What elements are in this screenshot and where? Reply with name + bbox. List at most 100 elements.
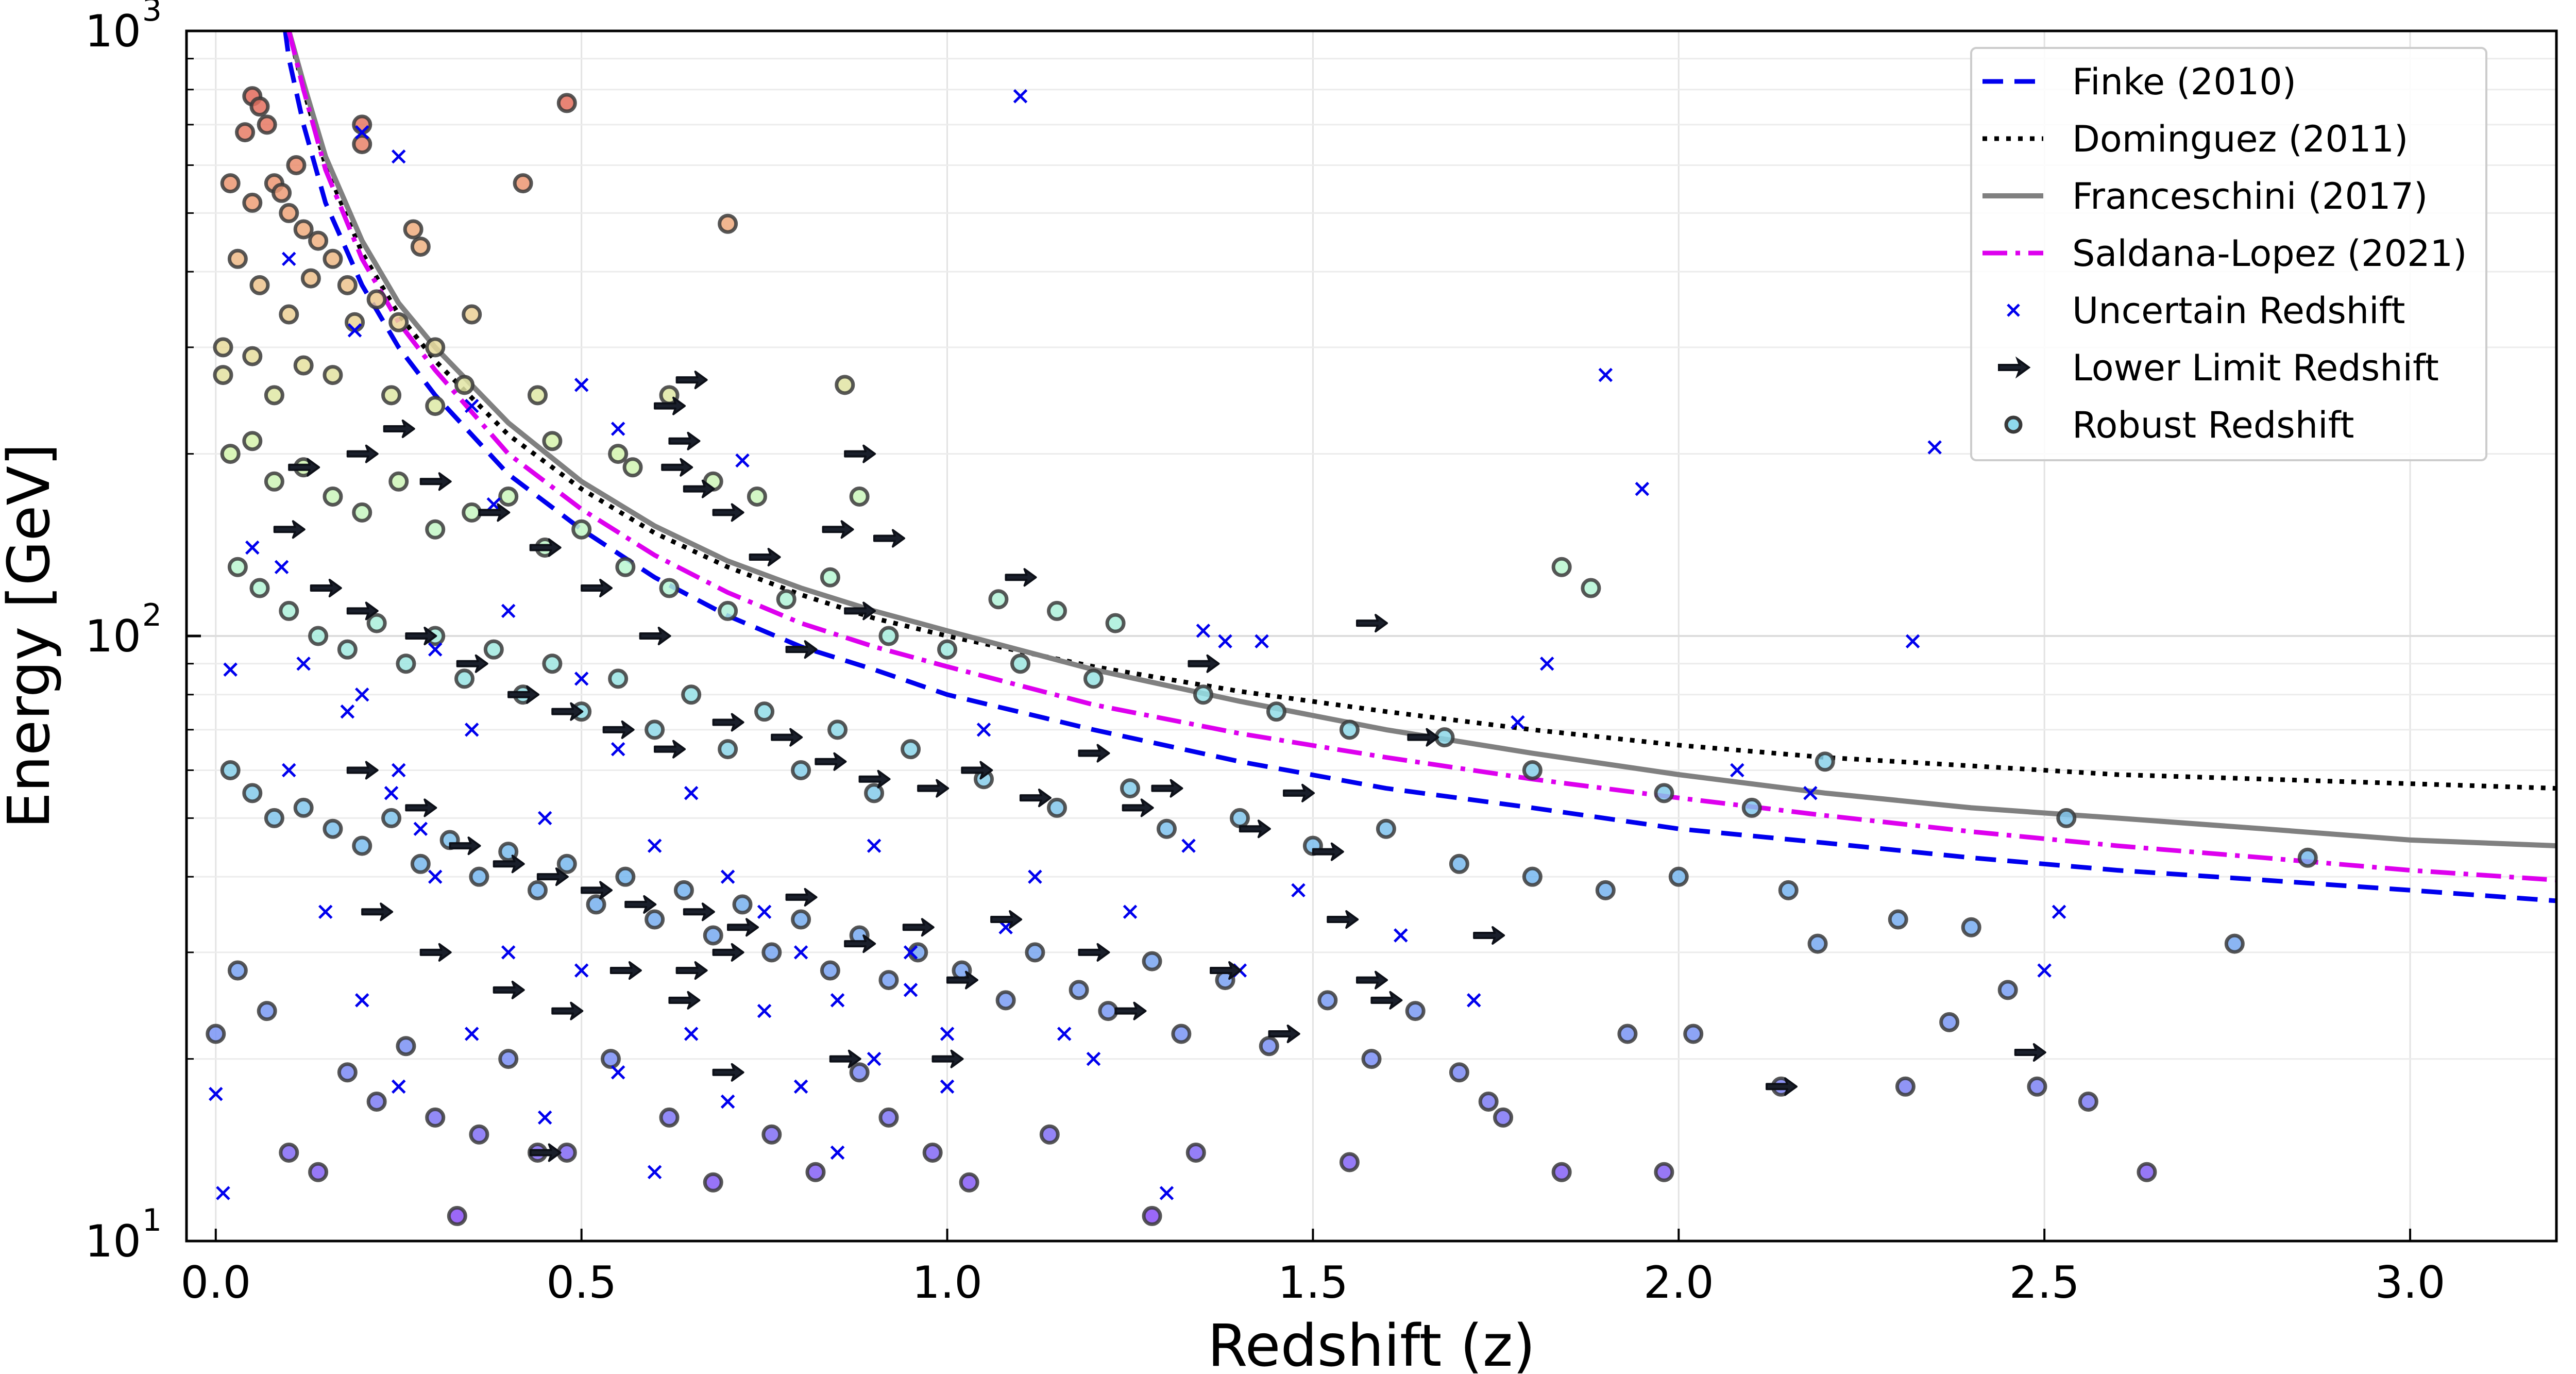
robust-redshift-point — [2078, 1091, 2098, 1112]
robust-redshift-point — [718, 739, 738, 760]
robust-redshift-point — [352, 835, 372, 856]
y-tick-exponent: 1 — [142, 1202, 162, 1238]
y-tick-exponent: 3 — [142, 0, 162, 28]
uncertain-redshift-point — [1927, 440, 1942, 455]
lower-limit-redshift-arrow — [1078, 744, 1110, 763]
uncertain-redshift-point — [1730, 763, 1744, 778]
robust-redshift-point — [1778, 880, 1799, 900]
lower-limit-redshift-arrow — [844, 444, 876, 463]
robust-redshift-point — [1551, 557, 1572, 577]
robust-redshift-point — [220, 760, 241, 780]
robust-redshift-point — [922, 1142, 943, 1163]
lower-limit-redshift-arrow — [771, 728, 803, 747]
robust-redshift-point — [425, 396, 446, 416]
uncertain-redshift-point — [216, 1186, 230, 1200]
lower-limit-redshift-arrow — [1268, 1025, 1300, 1043]
lower-limit-redshift-arrow — [536, 867, 569, 886]
robust-redshift-point — [388, 471, 409, 492]
robust-redshift-point — [1361, 1049, 1382, 1069]
robust-redshift-point — [227, 557, 248, 577]
robust-redshift-point — [337, 1062, 358, 1083]
x-marker-icon — [2007, 304, 2020, 317]
lower-limit-redshift-arrow — [288, 458, 320, 477]
robust-redshift-point — [308, 626, 329, 646]
x-axis-label: Redshift (z) — [1208, 1313, 1535, 1374]
uncertain-redshift-point — [720, 869, 735, 884]
robust-redshift-point — [1010, 654, 1031, 674]
robust-redshift-point — [462, 502, 482, 523]
robust-redshift-point — [242, 431, 263, 451]
robust-redshift-point — [366, 1091, 387, 1112]
uncertain-redshift-point — [464, 1027, 479, 1041]
uncertain-redshift-point — [245, 540, 260, 555]
lower-limit-redshift-arrow — [946, 970, 978, 990]
robust-redshift-point — [264, 471, 284, 492]
robust-redshift-point — [279, 1142, 299, 1163]
robust-redshift-point — [1376, 818, 1396, 839]
lower-limit-redshift-arrow — [1122, 798, 1154, 817]
uncertain-redshift-point — [2052, 904, 2066, 919]
robust-redshift-point — [820, 960, 840, 981]
robust-redshift-point — [1083, 668, 1104, 689]
x-tick-label: 2.5 — [2009, 1257, 2080, 1309]
robust-redshift-point — [1120, 778, 1140, 799]
robust-redshift-point — [227, 960, 248, 981]
uncertain-redshift-point — [574, 378, 589, 392]
robust-redshift-point — [396, 1036, 416, 1057]
uncertain-redshift-point — [1028, 869, 1042, 884]
robust-redshift-point — [1047, 600, 1067, 621]
robust-redshift-point — [995, 990, 1016, 1011]
robust-redshift-point — [366, 289, 387, 310]
lower-limit-redshift-arrow — [551, 1001, 584, 1020]
legend-label: Robust Redshift — [2072, 404, 2354, 446]
robust-redshift-point — [396, 654, 416, 674]
robust-redshift-point — [1339, 1152, 1360, 1172]
legend-label: Dominguez (2011) — [2072, 118, 2408, 160]
robust-redshift-point — [849, 1062, 870, 1083]
lower-limit-redshift-arrow — [917, 779, 950, 798]
robust-redshift-point — [2027, 1076, 2047, 1097]
uncertain-redshift-point — [281, 763, 296, 778]
robust-redshift-point — [483, 639, 504, 660]
legend-label: Finke (2010) — [2072, 61, 2296, 103]
lower-limit-redshift-arrow — [683, 902, 715, 921]
lower-limit-redshift-arrow — [493, 854, 525, 874]
lower-limit-redshift-arrow — [1188, 654, 1220, 673]
robust-redshift-point — [1807, 933, 1828, 954]
robust-redshift-point — [293, 219, 314, 240]
lower-limit-redshift-arrow — [581, 579, 613, 598]
uncertain-redshift-point — [903, 945, 918, 960]
lower-limit-redshift-arrow — [1370, 991, 1403, 1010]
robust-redshift-point — [1595, 880, 1616, 900]
lower-limit-redshift-arrow — [785, 887, 818, 907]
lower-limit-redshift-arrow — [507, 685, 540, 704]
legend-label: Lower Limit Redshift — [2072, 347, 2439, 389]
lower-limit-redshift-arrow — [1078, 943, 1110, 962]
lower-limit-redshift-arrow — [683, 479, 715, 498]
robust-redshift-point — [469, 866, 489, 887]
robust-redshift-point — [761, 1124, 782, 1145]
lower-limit-redshift-arrow — [1312, 842, 1344, 861]
robust-redshift-point — [864, 783, 885, 803]
lower-limit-redshift-arrow — [1019, 789, 1052, 808]
robust-redshift-point — [1815, 751, 1835, 772]
robust-redshift-point — [1668, 866, 1689, 887]
y-tick-base: 10 — [85, 611, 141, 662]
uncertain-redshift-point — [1159, 1186, 1174, 1200]
robust-redshift-point — [345, 312, 365, 332]
uncertain-redshift-point — [318, 904, 333, 919]
lower-limit-redshift-arrow — [675, 961, 708, 980]
uncertain-redshift-point — [296, 656, 311, 671]
robust-redshift-point — [571, 519, 592, 540]
uncertain-redshift-point — [793, 1079, 808, 1094]
robust-redshift-point — [293, 797, 314, 818]
robust-redshift-point — [220, 173, 241, 194]
robust-redshift-point — [206, 1024, 226, 1044]
robust-redshift-point — [1449, 1062, 1469, 1083]
uncertain-redshift-point — [340, 704, 355, 719]
lower-limit-redshift-arrow — [931, 1049, 964, 1068]
robust-redshift-point — [410, 853, 431, 874]
uncertain-redshift-point — [757, 904, 772, 919]
lower-limit-redshift-arrow — [456, 654, 488, 673]
